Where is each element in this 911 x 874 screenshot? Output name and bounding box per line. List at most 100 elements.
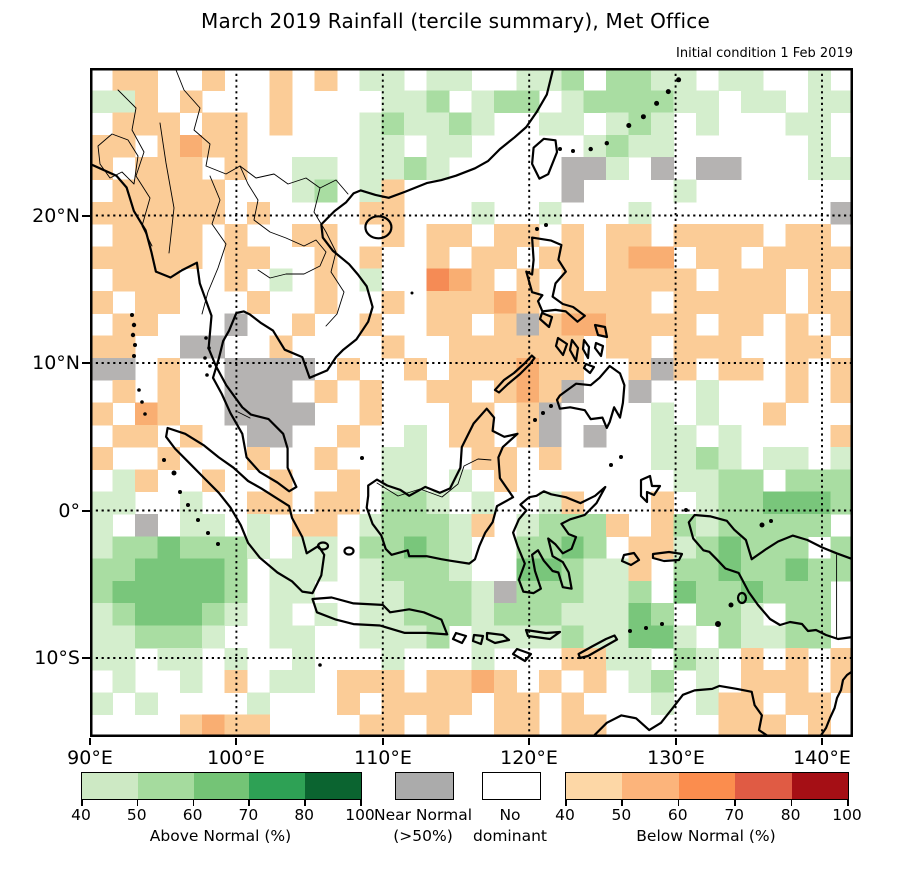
tercile-cell bbox=[718, 291, 742, 314]
tercile-cell bbox=[90, 603, 113, 626]
tercile-cell bbox=[157, 447, 181, 470]
tercile-cell bbox=[740, 291, 764, 314]
tercile-cell bbox=[359, 714, 383, 737]
colorbar-tick-label: 70 bbox=[724, 806, 745, 824]
tercile-cell bbox=[785, 224, 809, 247]
tercile-cell bbox=[426, 670, 450, 693]
colorbar-segment bbox=[82, 773, 138, 799]
tercile-cell bbox=[134, 68, 158, 91]
tercile-cell bbox=[808, 157, 831, 180]
tercile-cell bbox=[381, 291, 405, 314]
tercile-cell bbox=[651, 112, 674, 136]
tercile-cell bbox=[112, 625, 136, 649]
coast-hainan bbox=[364, 215, 393, 240]
tercile-cell bbox=[224, 246, 248, 270]
tercile-cell bbox=[785, 692, 809, 716]
tercile-cell bbox=[359, 201, 383, 225]
tercile-cell bbox=[471, 447, 495, 470]
colorbar-above-normal bbox=[81, 772, 362, 800]
tercile-cell bbox=[471, 647, 495, 671]
tercile-cell bbox=[247, 447, 270, 470]
tercile-cell bbox=[224, 380, 248, 403]
colorbar-tick-mark bbox=[621, 800, 623, 806]
tercile-cell bbox=[493, 469, 517, 493]
tercile-cell bbox=[314, 157, 338, 180]
tercile-cell bbox=[224, 224, 248, 247]
tercile-cell bbox=[112, 224, 136, 247]
tercile-cell bbox=[673, 647, 697, 671]
tercile-cell bbox=[538, 670, 562, 693]
x-tick-label: 120°E bbox=[500, 747, 558, 769]
tercile-cell bbox=[718, 714, 742, 737]
tercile-cell bbox=[179, 536, 203, 560]
tercile-cell bbox=[606, 90, 629, 114]
colorbar-tick-label: 50 bbox=[126, 806, 147, 824]
tercile-cell bbox=[785, 491, 809, 515]
tercile-cell bbox=[157, 603, 181, 626]
tercile-cell bbox=[112, 647, 136, 671]
tercile-cell bbox=[651, 491, 674, 515]
tercile-cell bbox=[493, 714, 517, 737]
tercile-cell bbox=[718, 447, 742, 470]
coast-mindoro bbox=[538, 311, 554, 329]
tercile-cell bbox=[247, 424, 270, 448]
tercile-cell bbox=[471, 268, 495, 292]
coast-java bbox=[311, 596, 449, 636]
tercile-cell bbox=[426, 134, 450, 158]
tercile-cell bbox=[157, 224, 181, 247]
tercile-cell bbox=[247, 514, 270, 537]
tercile-cell bbox=[538, 335, 562, 359]
tercile-cell bbox=[628, 90, 652, 114]
tercile-cell bbox=[404, 514, 428, 537]
tercile-cell bbox=[583, 558, 607, 582]
tercile-cell bbox=[90, 447, 113, 470]
tercile-cell bbox=[493, 224, 517, 247]
x-tick-mark bbox=[528, 738, 530, 745]
tercile-cell bbox=[695, 580, 719, 604]
coast-sulawesi bbox=[512, 485, 607, 595]
tercile-cell bbox=[112, 536, 136, 560]
tercile-cell bbox=[381, 68, 405, 91]
tercile-cell bbox=[224, 714, 248, 737]
tercile-cell bbox=[561, 157, 585, 180]
tercile-cell bbox=[449, 112, 472, 136]
tercile-cell bbox=[628, 268, 652, 292]
figure-title: March 2019 Rainfall (tercile summary), M… bbox=[201, 9, 710, 33]
x-tick-mark bbox=[235, 738, 237, 745]
tercile-cell bbox=[628, 558, 652, 582]
small-islands bbox=[130, 77, 773, 667]
no-dominant-swatch bbox=[482, 772, 541, 800]
tercile-cell bbox=[606, 313, 629, 337]
tercile-cell bbox=[224, 558, 248, 582]
tercile-cell bbox=[808, 68, 831, 91]
tercile-cell bbox=[628, 536, 652, 560]
tercile-cell bbox=[179, 201, 203, 225]
tercile-cell bbox=[808, 558, 831, 582]
tercile-cell bbox=[673, 224, 697, 247]
tercile-cell bbox=[628, 647, 652, 671]
tercile-cell bbox=[90, 514, 113, 537]
tercile-cell bbox=[493, 90, 517, 114]
tercile-cell bbox=[157, 357, 181, 381]
tercile-cell bbox=[516, 402, 540, 426]
tercile-cell bbox=[628, 335, 652, 359]
tercile-cell bbox=[157, 157, 181, 180]
tercile-cell bbox=[740, 268, 764, 292]
tercile-cell bbox=[695, 224, 719, 247]
tercile-cell bbox=[426, 603, 450, 626]
tercile-cell bbox=[157, 246, 181, 270]
tercile-cell bbox=[202, 714, 226, 737]
coast-sumatra bbox=[165, 426, 326, 595]
tercile-cell bbox=[471, 424, 495, 448]
tercile-cell bbox=[516, 603, 540, 626]
tercile-cell bbox=[404, 625, 428, 649]
tercile-cell bbox=[695, 647, 719, 671]
tercile-cell bbox=[112, 313, 136, 337]
tercile-cell bbox=[651, 536, 674, 560]
tercile-cell bbox=[740, 647, 764, 671]
tercile-cell bbox=[538, 246, 562, 270]
tercile-cell bbox=[179, 558, 203, 582]
coast-panay bbox=[554, 336, 569, 357]
tercile-cell bbox=[516, 224, 540, 247]
tercile-cell bbox=[830, 447, 853, 470]
